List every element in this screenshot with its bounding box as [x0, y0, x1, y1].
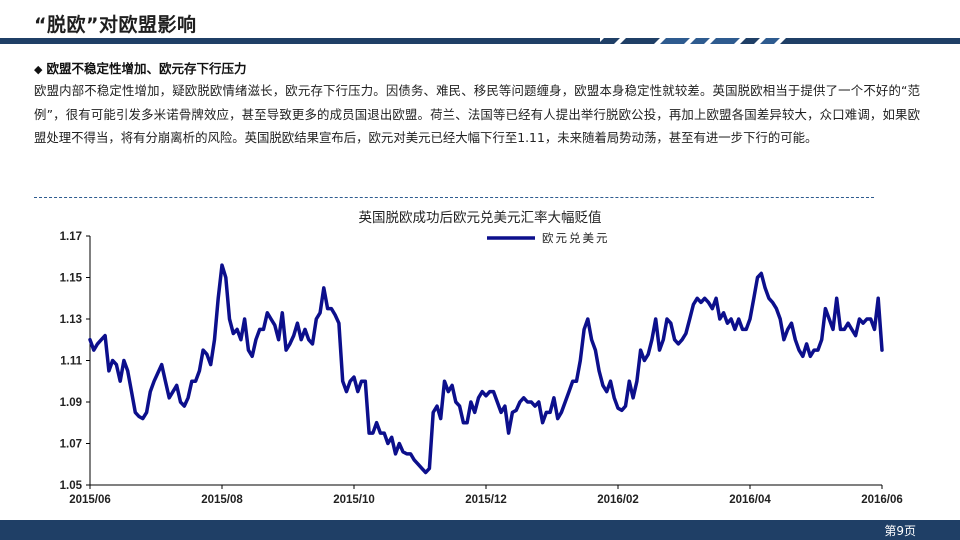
footer-bar: [0, 520, 960, 540]
series-line-eur-usd: [88, 263, 884, 475]
diamond-bullet-icon: ◆: [34, 63, 43, 76]
y-tick-label: 1.15: [60, 273, 83, 285]
x-tick-label: 2016/06: [861, 494, 903, 506]
x-tick-label: 2016/02: [597, 494, 639, 506]
x-tick-label: 2015/10: [333, 494, 375, 506]
section-heading: ◆ 欧盟不稳定性增加、欧元存下行压力: [34, 58, 246, 77]
legend-label: 欧元兑美元: [542, 231, 610, 245]
x-tick-label: 2015/06: [69, 494, 111, 506]
chart-title: 英国脱欧成功后欧元兑美元汇率大幅贬值: [358, 210, 602, 226]
y-tick-label: 1.11: [60, 356, 82, 368]
y-tick-label: 1.05: [60, 480, 83, 492]
slide-title: “脱欧”对欧盟影响: [34, 14, 197, 36]
page-number: 第9页: [884, 524, 916, 538]
x-tick-label: 2015/08: [201, 494, 243, 506]
title-rule: [0, 38, 960, 44]
x-tick-label: 2015/12: [465, 494, 507, 506]
body-paragraph: 欧盟内部不稳定性增加，疑欧脱欧情绪滋长，欧元存下行压力。因债务、难民、移民等问题…: [34, 83, 920, 145]
y-tick-label: 1.09: [60, 397, 82, 409]
dashed-divider: [34, 197, 874, 198]
y-tick-label: 1.17: [60, 231, 82, 243]
section-heading-text: 欧盟不稳定性增加、欧元存下行压力: [46, 61, 247, 76]
x-tick-label: 2016/04: [729, 494, 771, 506]
y-tick-label: 1.13: [60, 314, 82, 326]
y-tick-label: 1.07: [60, 439, 82, 451]
eur-usd-line-chart: 1.05 1.07 1.09 1.11 1.13 1.15 1.17 2015/06 2015/…: [60, 231, 903, 506]
